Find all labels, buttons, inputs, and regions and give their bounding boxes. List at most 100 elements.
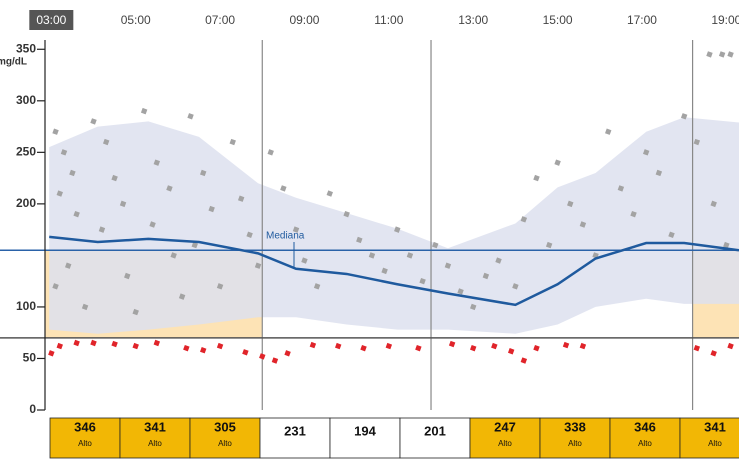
reading-point bbox=[507, 348, 515, 355]
reading-point bbox=[495, 257, 502, 264]
summary-box bbox=[469, 417, 541, 459]
reading-point bbox=[655, 169, 663, 177]
reading-point bbox=[254, 262, 262, 269]
summary-value: 247 bbox=[494, 419, 516, 434]
reading-point bbox=[153, 339, 161, 347]
reading-point bbox=[727, 51, 734, 58]
reading-point bbox=[710, 350, 717, 357]
reading-point bbox=[360, 344, 367, 352]
reading-point bbox=[52, 128, 59, 135]
x-tick-label: 09:00 bbox=[289, 13, 319, 27]
y-tick-label: 200 bbox=[16, 196, 36, 210]
reading-point bbox=[520, 357, 528, 364]
reading-point bbox=[208, 205, 215, 213]
reading-point bbox=[191, 241, 198, 249]
reading-point bbox=[335, 342, 342, 350]
summary-label: Alto bbox=[708, 439, 722, 448]
reading-point bbox=[132, 342, 139, 350]
reading-point bbox=[710, 200, 717, 208]
y-axis-label: mg/dL bbox=[0, 57, 27, 68]
reading-point bbox=[706, 51, 713, 58]
summary-box bbox=[539, 417, 611, 459]
reading-point bbox=[343, 210, 350, 218]
reading-point bbox=[432, 241, 439, 249]
x-tick-label: 13:00 bbox=[458, 13, 488, 27]
reading-point bbox=[668, 231, 675, 238]
reading-point bbox=[132, 308, 139, 316]
reading-point bbox=[693, 344, 701, 352]
reading-point bbox=[605, 128, 612, 135]
reading-point bbox=[356, 236, 363, 244]
reading-point bbox=[149, 221, 156, 228]
reading-point bbox=[579, 221, 587, 228]
reading-point bbox=[216, 342, 224, 350]
summary-box bbox=[259, 417, 331, 459]
reading-point bbox=[491, 342, 498, 350]
reading-point bbox=[56, 190, 63, 197]
reading-point bbox=[216, 283, 224, 290]
summary-label: Alto bbox=[638, 439, 652, 448]
reading-point bbox=[237, 195, 245, 202]
reading-point bbox=[415, 344, 422, 352]
reading-point bbox=[271, 357, 279, 364]
reading-point bbox=[533, 344, 540, 352]
x-tick-label: 05:00 bbox=[121, 13, 151, 27]
reading-point bbox=[69, 169, 76, 177]
reading-point bbox=[693, 138, 701, 146]
summary-label: Alto bbox=[498, 439, 512, 448]
reading-point bbox=[630, 210, 637, 218]
reading-point bbox=[680, 113, 688, 120]
reading-point bbox=[64, 262, 72, 269]
reading-point bbox=[385, 342, 393, 350]
reading-point bbox=[119, 200, 127, 208]
summary-value: 346 bbox=[74, 419, 96, 434]
reading-point bbox=[242, 349, 249, 356]
summary-value: 231 bbox=[284, 423, 306, 438]
reading-point bbox=[56, 342, 63, 350]
reading-point bbox=[554, 159, 561, 166]
y-tick-label: 300 bbox=[16, 93, 36, 107]
reading-point bbox=[313, 283, 321, 290]
reading-point bbox=[111, 174, 118, 182]
reading-point bbox=[567, 200, 574, 208]
reading-point bbox=[200, 169, 207, 177]
reading-point bbox=[448, 340, 456, 348]
reading-point bbox=[457, 288, 464, 295]
summary-label: Alto bbox=[568, 439, 582, 448]
reading-point bbox=[170, 252, 177, 259]
reading-point bbox=[280, 185, 287, 192]
summary-label: Alto bbox=[78, 439, 92, 448]
reading-point bbox=[482, 272, 490, 280]
reading-point bbox=[617, 185, 625, 192]
reading-point bbox=[259, 353, 266, 360]
summary-value: 341 bbox=[144, 419, 166, 434]
x-tick-label: 15:00 bbox=[543, 13, 573, 27]
reading-point bbox=[579, 342, 587, 350]
reading-point bbox=[52, 283, 59, 290]
median-label: Mediana bbox=[266, 231, 305, 242]
reading-point bbox=[111, 340, 118, 348]
y-tick-label: 350 bbox=[16, 41, 36, 55]
reading-point bbox=[90, 118, 97, 125]
reading-point bbox=[512, 283, 519, 290]
summary-box bbox=[609, 417, 681, 459]
reading-point bbox=[470, 344, 477, 352]
reading-point bbox=[48, 350, 55, 357]
summary-value: 194 bbox=[354, 423, 376, 438]
summary-box bbox=[119, 417, 191, 459]
reading-point bbox=[153, 159, 161, 166]
x-tick-label: 11:00 bbox=[374, 13, 403, 27]
reading-point bbox=[102, 138, 110, 146]
summary-value: 201 bbox=[424, 423, 446, 438]
reading-point bbox=[140, 107, 148, 115]
x-tick-label: 03:00 bbox=[36, 13, 66, 27]
reading-point bbox=[292, 226, 300, 233]
reading-point bbox=[178, 293, 186, 300]
reading-point bbox=[284, 350, 291, 357]
reading-point bbox=[98, 226, 106, 233]
summary-value: 305 bbox=[214, 419, 236, 434]
reading-point bbox=[723, 241, 730, 249]
y-tick-label: 100 bbox=[16, 299, 36, 313]
reading-point bbox=[200, 347, 207, 354]
reading-point bbox=[394, 226, 401, 233]
